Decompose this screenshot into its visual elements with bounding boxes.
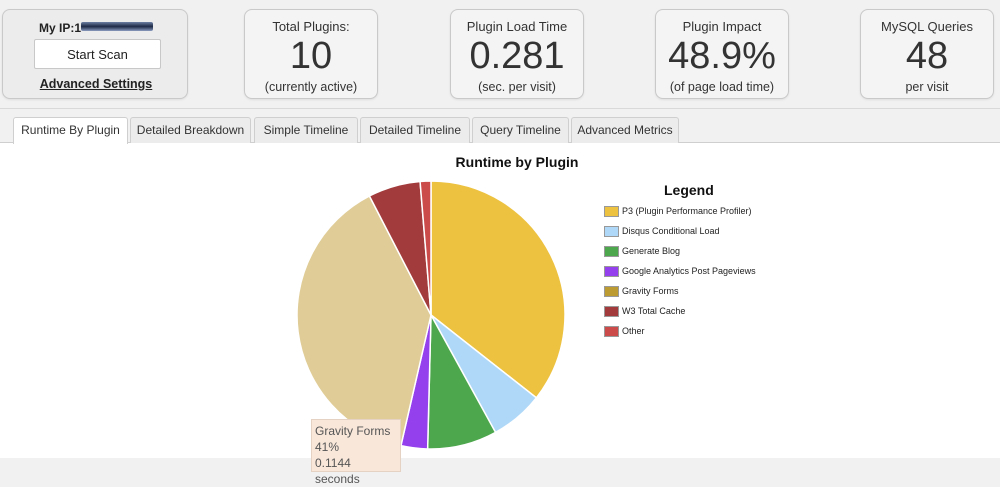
legend-label: W3 Total Cache	[622, 306, 686, 316]
ip-address-redacted	[81, 22, 153, 31]
legend-label: Google Analytics Post Pageviews	[622, 266, 756, 276]
stat-label: Plugin Impact	[682, 19, 762, 34]
stat-subtitle: per visit	[905, 80, 949, 94]
legend-label: Other	[622, 326, 645, 336]
stat-subtitle: (sec. per visit)	[478, 80, 556, 94]
pie-slice-other[interactable]	[419, 180, 432, 316]
ip-label: My IP:1	[39, 21, 82, 35]
report-panel: Runtime By Plugin Detailed Breakdown Sim…	[0, 108, 1000, 486]
pie-slice-p3-plugin-performance-profiler[interactable]	[430, 180, 566, 399]
legend-swatch	[604, 306, 619, 317]
legend-label: Gravity Forms	[622, 286, 679, 296]
stat-value: 10	[289, 35, 333, 77]
legend-swatch	[604, 226, 619, 237]
tab-query-timeline[interactable]: Query Timeline	[472, 117, 569, 143]
stat-label: Total Plugins:	[272, 19, 350, 34]
legend-label: Generate Blog	[622, 246, 681, 256]
scan-box: My IP:1 Start Scan Advanced Settings	[2, 9, 188, 99]
summary-bar: My IP:1 Start Scan Advanced Settings Tot…	[0, 0, 1000, 108]
stat-subtitle: (currently active)	[264, 80, 358, 94]
legend-label: Disqus Conditional Load	[622, 226, 720, 236]
tab-runtime-by-plugin[interactable]: Runtime By Plugin	[13, 117, 128, 144]
stat-plugin-impact: Plugin Impact 48.9% (of page load time)	[655, 9, 789, 99]
stat-subtitle: (of page load time)	[669, 80, 775, 94]
tab-bar: Runtime By Plugin Detailed Breakdown Sim…	[0, 109, 1000, 144]
stat-total-plugins: Total Plugins: 10 (currently active)	[244, 9, 378, 99]
start-scan-button[interactable]: Start Scan	[34, 39, 161, 69]
stat-value: 48	[905, 35, 949, 77]
legend-swatch	[604, 266, 619, 277]
legend-title: Legend	[664, 182, 714, 198]
tooltip-percent: 41%	[315, 440, 340, 454]
legend-swatch	[604, 206, 619, 217]
tooltip-seconds: 0.1144 seconds	[315, 456, 360, 486]
stat-plugin-load-time: Plugin Load Time 0.281 (sec. per visit)	[450, 9, 584, 99]
stat-mysql-queries: MySQL Queries 48 per visit	[860, 9, 994, 99]
legend-swatch	[604, 326, 619, 337]
tab-detailed-timeline[interactable]: Detailed Timeline	[360, 117, 470, 143]
chart-title: Runtime by Plugin	[455, 154, 579, 170]
stat-label: Plugin Load Time	[466, 19, 568, 34]
pie-chart	[296, 180, 566, 450]
stat-label: MySQL Queries	[881, 19, 973, 34]
advanced-settings-link[interactable]: Advanced Settings	[39, 77, 153, 91]
tab-advanced-metrics[interactable]: Advanced Metrics	[571, 117, 679, 143]
legend-swatch	[604, 286, 619, 297]
tab-simple-timeline[interactable]: Simple Timeline	[254, 117, 358, 143]
slice-tooltip: Gravity Forms 41% 0.1144 seconds	[311, 419, 401, 486]
legend-swatch	[604, 246, 619, 257]
tooltip-name: Gravity Forms	[315, 424, 391, 438]
stat-value: 48.9%	[668, 35, 776, 77]
tab-detailed-breakdown[interactable]: Detailed Breakdown	[130, 117, 251, 143]
stat-value: 0.281	[469, 35, 565, 77]
legend-label: P3 (Plugin Performance Profiler)	[622, 206, 752, 216]
